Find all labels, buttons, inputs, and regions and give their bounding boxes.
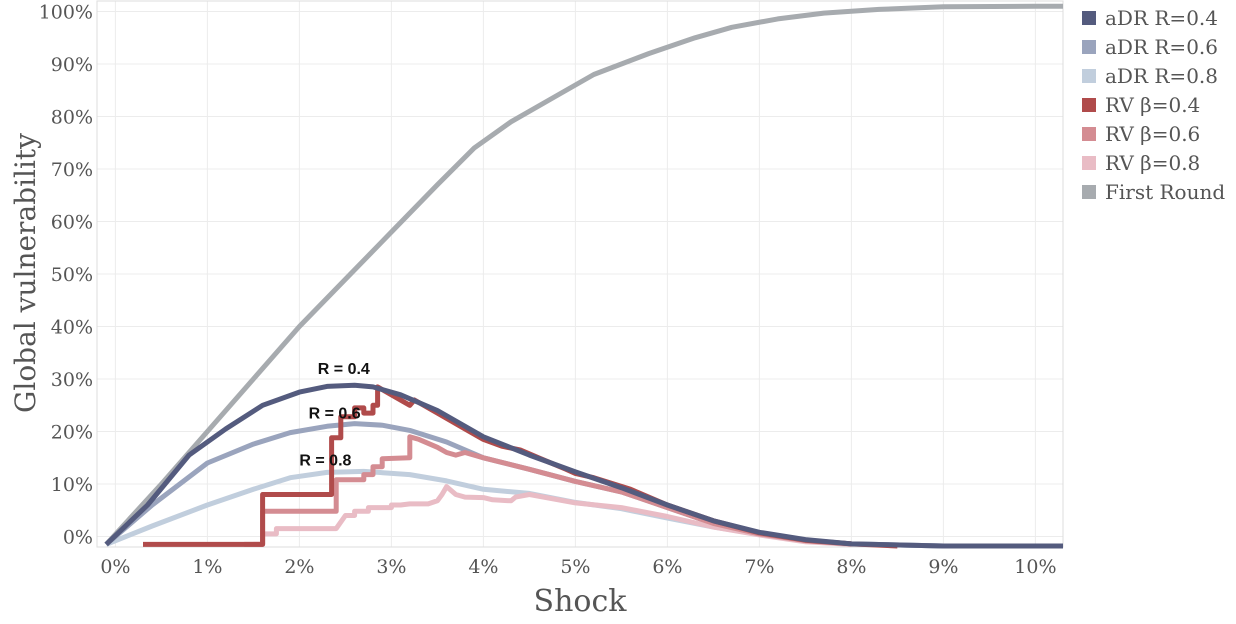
legend-item: RV β=0.8 [1082, 148, 1225, 177]
x-axis-title: Shock [534, 584, 628, 619]
y-tick-label: 40% [51, 317, 93, 339]
x-tick-label: 7% [744, 556, 774, 578]
y-tick-label: 90% [51, 54, 93, 76]
legend-label: aDR R=0.8 [1105, 63, 1218, 88]
legend-swatch [1082, 68, 1096, 83]
legend-item: aDR R=0.6 [1082, 32, 1225, 61]
plot-area-frame [96, 0, 1064, 548]
series-line-adr-r-0-4 [104, 382, 1063, 549]
x-tick-label: 8% [836, 556, 866, 578]
x-tick-label: 1% [192, 556, 222, 578]
annotation-label: R = 0.4 [318, 361, 370, 378]
y-tick-label: 70% [51, 159, 93, 181]
x-tick-label: 2% [284, 556, 314, 578]
legend: aDR R=0.4 aDR R=0.6 aDR R=0.8 RV β=0.4 RV β=… [1082, 3, 1225, 206]
y-tick-label: 0% [63, 527, 93, 549]
legend-item: RV β=0.6 [1082, 119, 1225, 148]
x-tick-labels: 0% 1% 2% 3% 4% 5% 6% 7% 8% 9% 10% [100, 556, 1056, 578]
series-line-rv-0-8 [253, 484, 852, 547]
x-tick-label: 6% [652, 556, 682, 578]
y-tick-label: 20% [51, 422, 93, 444]
series-line-first-round [104, 3, 1063, 547]
legend-swatch [1082, 126, 1096, 141]
x-tick-label: 3% [376, 556, 406, 578]
legend-label: RV β=0.4 [1105, 92, 1201, 117]
annotations: R = 0.4 R = 0.6 R = 0.8 [299, 361, 370, 470]
x-tick-label: 10% [1014, 556, 1056, 578]
legend-label: aDR R=0.6 [1105, 34, 1218, 59]
y-tick-label: 100% [39, 2, 93, 24]
legend-item: RV β=0.4 [1082, 90, 1225, 119]
x-tick-label: 5% [560, 556, 590, 578]
legend-swatch [1082, 184, 1096, 199]
legend-item: aDR R=0.8 [1082, 61, 1225, 90]
series-line-rv-0-6 [244, 434, 852, 547]
y-tick-label: 80% [51, 107, 93, 129]
y-tick-label: 30% [51, 369, 93, 391]
x-tick-label: 0% [100, 556, 130, 578]
y-tick-label: 60% [51, 212, 93, 234]
y-tick-label: 50% [51, 264, 93, 286]
annotation-label: R = 0.8 [299, 453, 351, 470]
legend-item: First Round [1082, 177, 1225, 206]
series-group [104, 3, 1063, 549]
legend-label: aDR R=0.4 [1105, 5, 1218, 30]
legend-swatch [1082, 155, 1096, 170]
legend-swatch [1082, 39, 1096, 54]
x-tick-label: 9% [928, 556, 958, 578]
legend-item: aDR R=0.4 [1082, 3, 1225, 32]
legend-label: RV β=0.8 [1105, 150, 1201, 175]
y-tick-labels: 0% 10% 20% 30% 40% 50% 60% 70% 80% 90% 100% [39, 2, 93, 549]
legend-label: RV β=0.6 [1105, 121, 1201, 146]
legend-label: First Round [1105, 179, 1226, 204]
x-tick-label: 4% [468, 556, 498, 578]
legend-swatch [1082, 97, 1096, 112]
grid [97, 1, 1063, 547]
y-tick-label: 10% [51, 474, 93, 496]
legend-swatch [1082, 10, 1096, 25]
annotation-label: R = 0.6 [309, 405, 361, 422]
y-axis-title: Global vulnerability [9, 133, 42, 413]
